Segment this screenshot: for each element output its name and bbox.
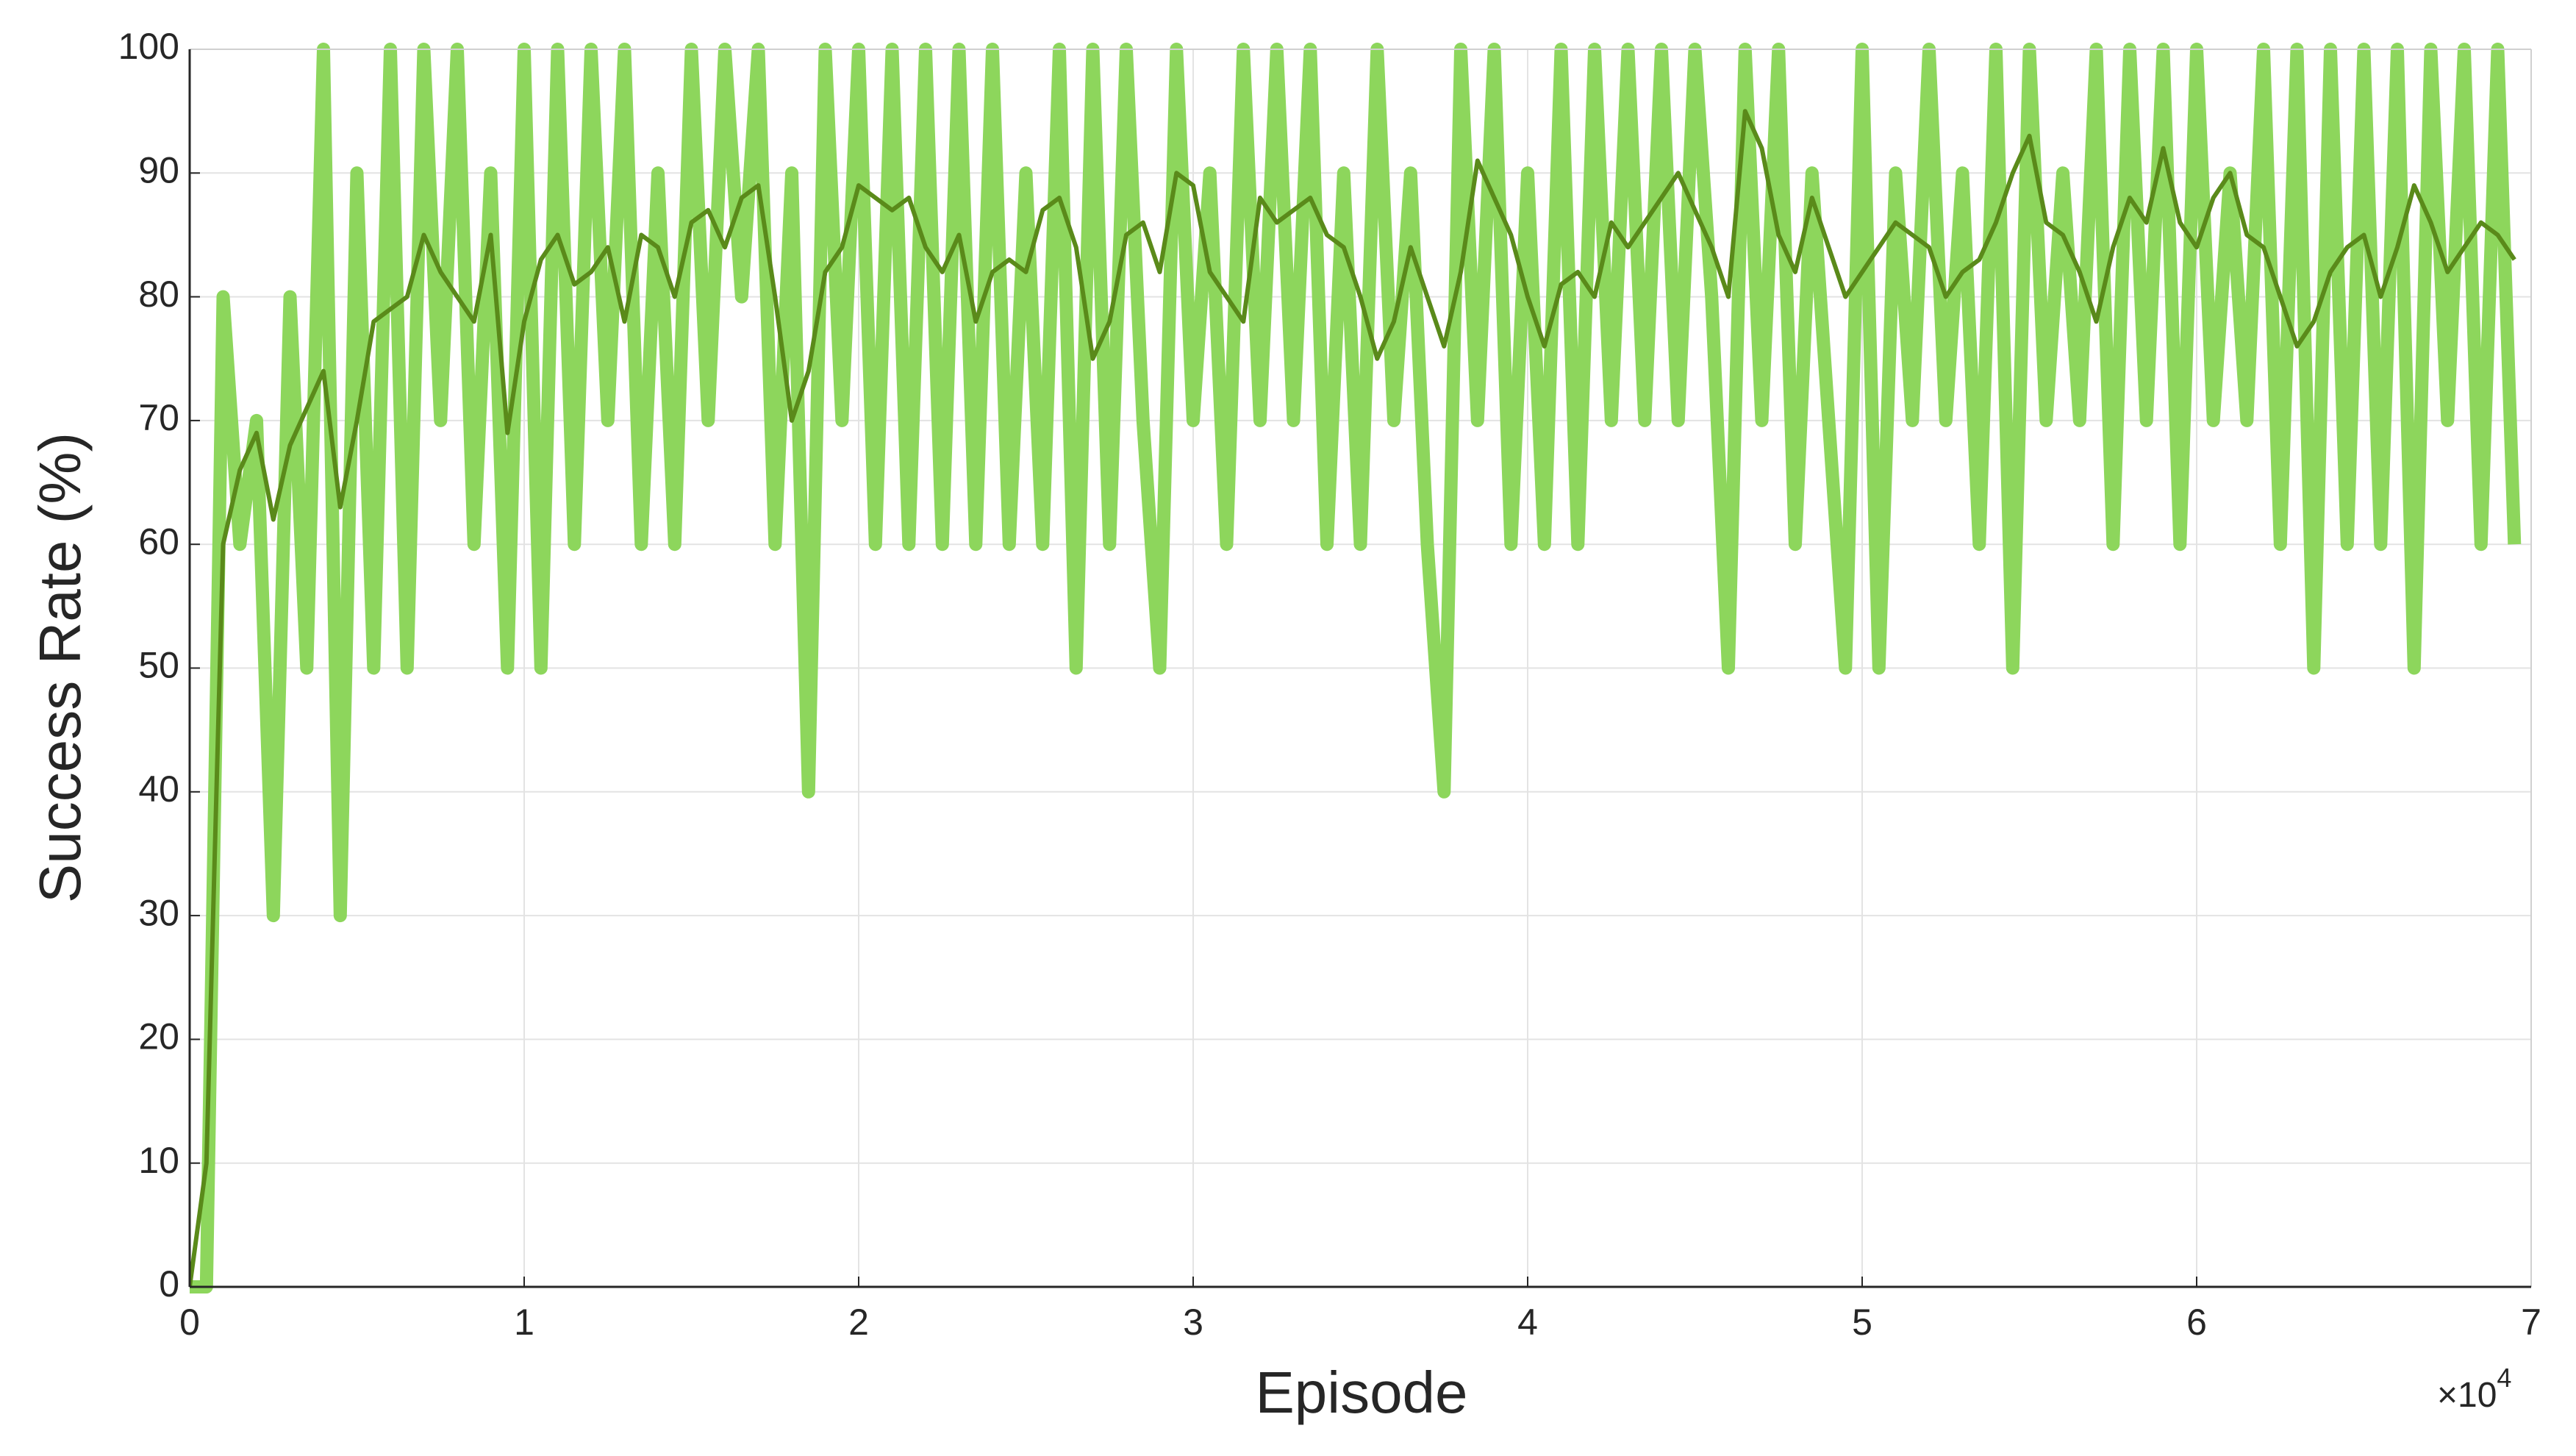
x-multiplier-base: ×10 — [2437, 1376, 2497, 1415]
y-tick-label: 30 — [138, 892, 179, 933]
x-tick-label: 1 — [514, 1302, 534, 1343]
y-tick-label: 100 — [118, 26, 179, 67]
x-axis-label: Episode — [1255, 1360, 1467, 1425]
x-multiplier: ×104 — [2437, 1363, 2511, 1415]
y-tick-label: 80 — [138, 274, 179, 315]
x-tick-label: 0 — [179, 1302, 200, 1343]
y-tick-label: 90 — [138, 150, 179, 191]
y-tick-label: 0 — [159, 1263, 179, 1305]
y-tick-label: 50 — [138, 645, 179, 686]
x-tick-label: 5 — [1852, 1302, 1872, 1343]
y-axis-label: Success Rate (%) — [27, 432, 93, 903]
x-tick-label: 4 — [1517, 1302, 1538, 1343]
x-tick-label: 2 — [848, 1302, 869, 1343]
x-tick-label: 6 — [2186, 1302, 2207, 1343]
y-tick-label: 70 — [138, 397, 179, 438]
x-tick-label: 7 — [2521, 1302, 2541, 1343]
series-line — [190, 109, 2516, 1288]
y-tick-label: 40 — [138, 768, 179, 810]
series-line — [190, 43, 2522, 1293]
y-tick-label: 10 — [138, 1140, 179, 1181]
y-tick-label: 60 — [138, 521, 179, 562]
x-tick-label: 3 — [1183, 1302, 1203, 1343]
y-tick-label: 20 — [138, 1016, 179, 1057]
x-multiplier-exponent: 4 — [2497, 1363, 2511, 1393]
